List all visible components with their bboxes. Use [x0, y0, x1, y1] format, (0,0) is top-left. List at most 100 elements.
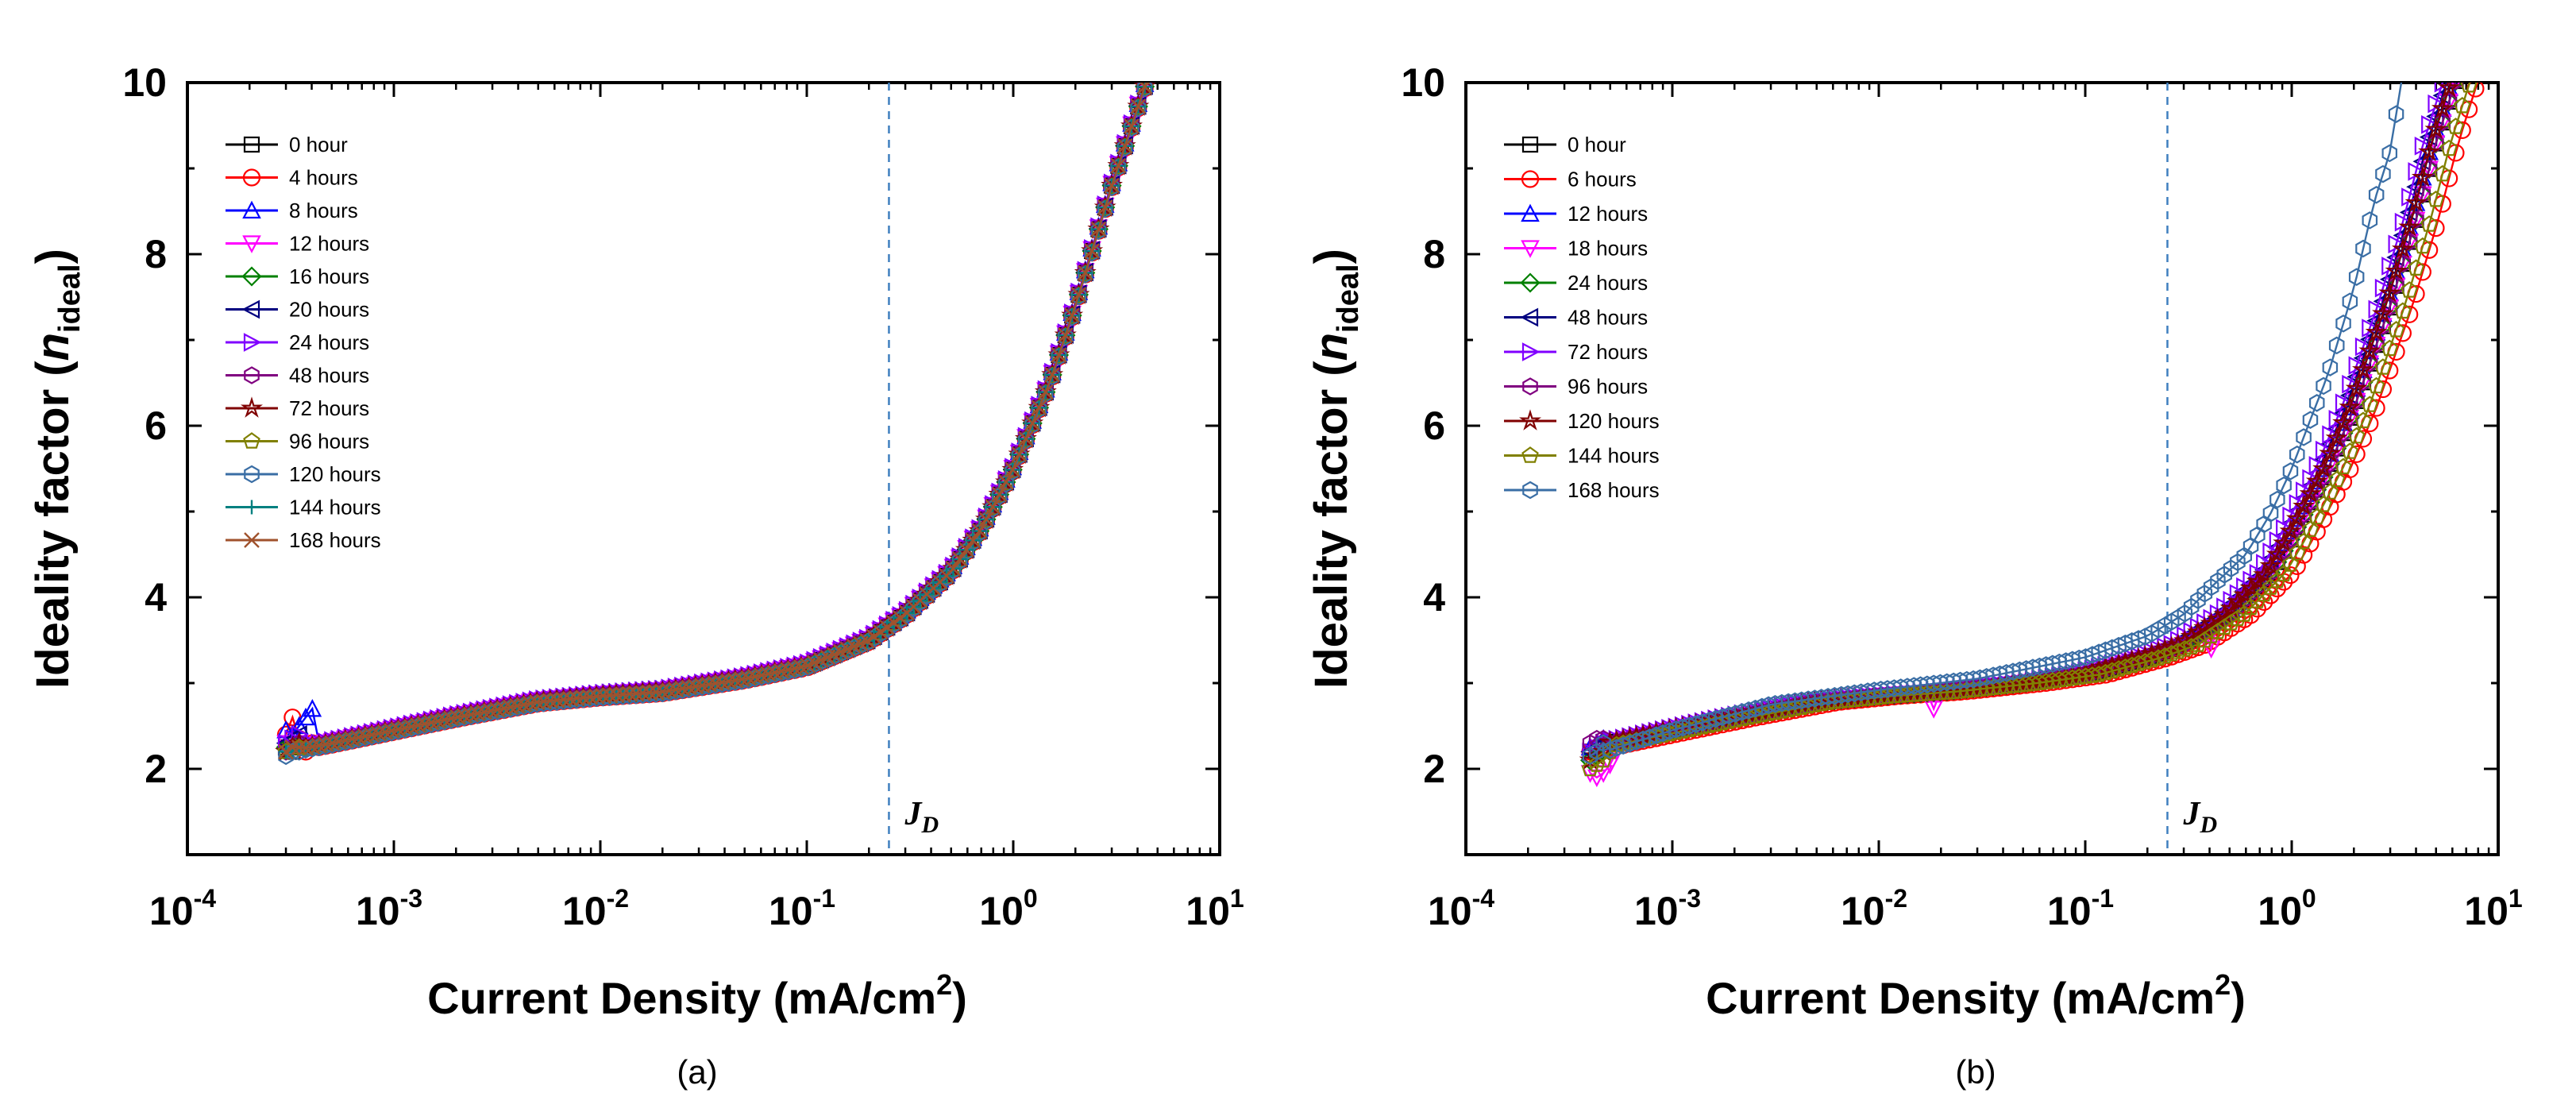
data-point [1151, 38, 1166, 54]
data-point [1151, 40, 1165, 56]
data-point [1163, 40, 1179, 55]
legend-item: 48 hours [226, 364, 369, 388]
data-point [965, 532, 981, 549]
data-point [410, 717, 426, 733]
legend-label: 0 hour [289, 133, 348, 156]
data-point [2435, 113, 2451, 132]
data-point [2332, 411, 2355, 433]
data-point [2230, 553, 2246, 572]
data-point [575, 689, 592, 706]
data-point [2196, 631, 2214, 648]
data-point [1178, 42, 1191, 58]
y-tick-label: 6 [1423, 403, 1445, 448]
data-point [1203, 40, 1218, 56]
data-point [2448, 41, 2463, 56]
legend-label: 96 hours [1568, 375, 1648, 399]
data-point [2299, 482, 2322, 504]
data-point [1190, 40, 1205, 55]
data-point [350, 729, 367, 746]
data-point [2378, 281, 2401, 303]
data-point [1196, 40, 1213, 56]
legend-marker [243, 136, 260, 153]
data-point [423, 714, 439, 731]
legend: 0 hour 6 hours 12 hours 18 hours 24 hours 48 … [1504, 133, 1660, 502]
data-point [1163, 38, 1179, 53]
data-point [1163, 42, 1179, 58]
data-point [2388, 105, 2404, 123]
data-point [1143, 58, 1159, 74]
legend-label: 12 hours [289, 232, 369, 256]
data-point [2447, 59, 2464, 75]
data-point [2447, 118, 2465, 134]
data-point [2391, 237, 2414, 259]
data-point [2335, 315, 2351, 333]
x-tick-label: 10-2 [1841, 884, 1907, 933]
data-point [2481, 41, 2497, 56]
data-point [2255, 585, 2273, 602]
data-point [1197, 40, 1211, 56]
data-point [1190, 38, 1205, 53]
legend-marker [1520, 272, 1541, 293]
data-point [628, 685, 644, 701]
data-point [1143, 58, 1160, 74]
data-point [2486, 40, 2504, 57]
data-point [436, 712, 453, 728]
data-point [1090, 221, 1107, 237]
data-point [2385, 259, 2408, 281]
data-point [2361, 396, 2379, 412]
legend-label: 0 hour [1568, 133, 1626, 156]
data-point [2461, 41, 2476, 56]
data-point [1157, 40, 1173, 55]
series-line [285, 83, 1147, 748]
data-point [2266, 542, 2289, 565]
y-tick-label: 2 [145, 747, 167, 791]
legend-label: 120 hours [289, 462, 381, 486]
legend-item: 24 hours [226, 330, 369, 354]
data-point [1124, 118, 1140, 137]
x-tick-exponent: 0 [2302, 884, 2316, 913]
data-point [1077, 265, 1093, 284]
data-point [1144, 60, 1159, 74]
data-point [1170, 38, 1186, 53]
data-point [2354, 411, 2372, 429]
x-tick-base: 10 [2464, 889, 2509, 933]
data-point [2279, 519, 2302, 541]
data-point [2404, 191, 2428, 213]
data-point [1197, 38, 1213, 54]
data-point [2281, 555, 2300, 572]
y-tick-label: 10 [122, 60, 167, 105]
data-point [2200, 612, 2223, 634]
data-point [1190, 38, 1205, 54]
data-point [727, 672, 743, 689]
data-point [945, 561, 962, 577]
legend-marker [1522, 377, 1538, 396]
data-point [601, 687, 618, 704]
data-point [2474, 40, 2490, 56]
legend-marker [242, 200, 261, 219]
data-point [2269, 490, 2285, 509]
data-point [2482, 41, 2497, 55]
data-point [1150, 40, 1167, 56]
data-point [1170, 40, 1185, 56]
series-line [285, 83, 1148, 757]
legend-label: 8 hours [289, 199, 358, 222]
x-axis-title-main: Current Density (mA/cm [427, 973, 936, 1023]
data-point [958, 542, 974, 558]
series-0-hour [277, 41, 1218, 760]
data-point [1178, 41, 1192, 56]
data-point [1170, 38, 1186, 54]
series-line [286, 83, 1147, 753]
data-point [2375, 164, 2391, 183]
series-line [285, 83, 1147, 749]
data-point [1151, 41, 1165, 56]
data-point [1158, 42, 1171, 58]
data-point [291, 739, 307, 755]
data-point [357, 728, 373, 744]
data-point [1190, 41, 1205, 56]
data-point [2475, 41, 2490, 56]
data-point [1204, 41, 1218, 56]
legend-label: 144 hours [1568, 444, 1660, 468]
legend-item: 144 hours [226, 496, 381, 519]
data-point [2474, 41, 2489, 56]
